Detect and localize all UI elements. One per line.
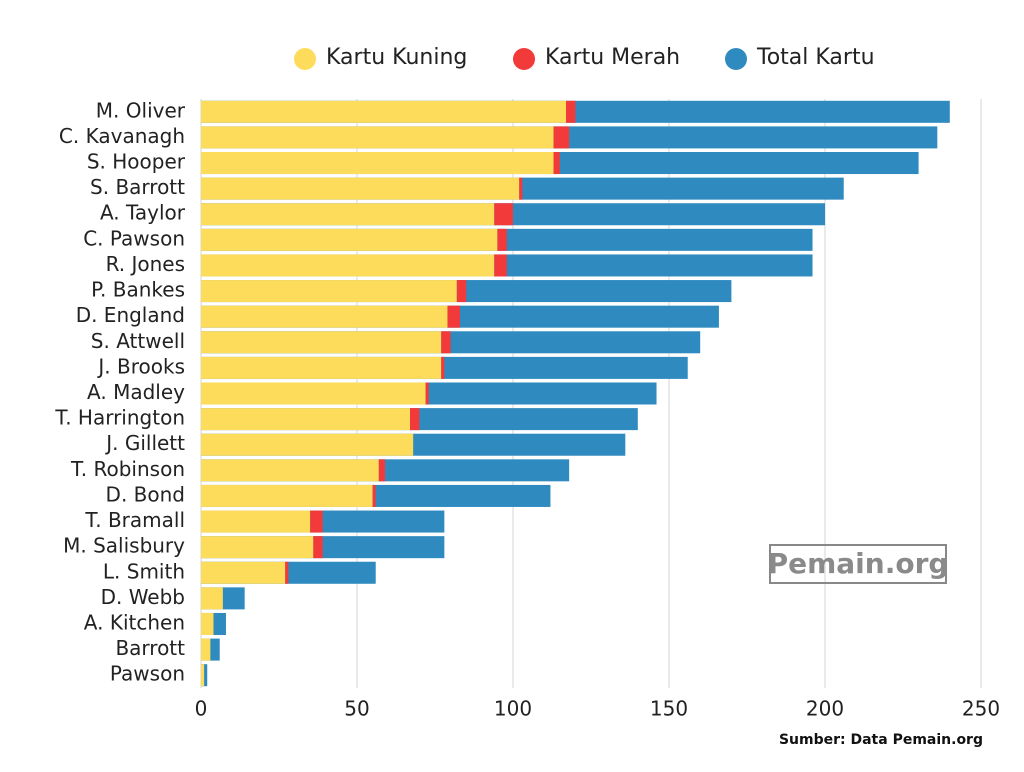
x-tick-label: 50 <box>344 697 369 721</box>
bar-yellow <box>201 561 286 584</box>
y-tick-label: M. Oliver <box>96 98 186 122</box>
y-tick-label: S. Barrott <box>90 175 185 199</box>
x-tick-label: 0 <box>195 697 208 721</box>
bar-red <box>378 459 386 482</box>
y-tick-label: R. Jones <box>106 252 185 276</box>
x-tick-label: 250 <box>962 697 1000 721</box>
bar-red <box>494 203 513 226</box>
bar-red <box>553 152 560 175</box>
y-tick-label: Barrott <box>115 636 185 660</box>
bar-yellow <box>201 664 205 687</box>
bar-red <box>285 561 289 584</box>
bar-red <box>425 382 429 405</box>
bar-yellow <box>201 612 214 635</box>
bar-yellow <box>201 459 379 482</box>
bar-yellow <box>201 331 442 354</box>
bar-red <box>410 408 420 431</box>
y-tick-label: A. Madley <box>87 380 185 404</box>
bar-yellow <box>201 203 495 226</box>
legend-label: Total Kartu <box>756 45 875 70</box>
bar-red <box>519 177 523 200</box>
bar-red <box>372 484 376 507</box>
bar-yellow <box>201 305 448 328</box>
legend-label: Kartu Kuning <box>326 45 467 70</box>
bar-red <box>553 126 570 149</box>
bar-yellow <box>201 152 554 175</box>
y-tick-label: J. Brooks <box>96 354 185 378</box>
bar-red <box>497 228 507 251</box>
bar-yellow <box>201 484 373 507</box>
y-tick-label: D. Webb <box>101 585 185 609</box>
legend-swatch <box>513 48 535 70</box>
y-tick-label: C. Kavanagh <box>59 124 185 148</box>
watermark: Pemain.org <box>768 547 949 580</box>
bar-yellow <box>201 228 498 251</box>
y-tick-label: D. Bond <box>106 482 185 506</box>
bar-yellow <box>201 433 414 456</box>
x-tick-label: 200 <box>806 697 844 721</box>
bar-yellow <box>201 536 314 559</box>
y-tick-label: A. Kitchen <box>84 610 185 634</box>
source: Sumber: Data Pemain.org <box>779 732 983 748</box>
bar-yellow <box>201 408 411 431</box>
bar-yellow <box>201 587 223 610</box>
x-tick-label: 150 <box>650 697 688 721</box>
bar-yellow <box>201 356 442 379</box>
bar-red <box>494 254 507 277</box>
bar-yellow <box>201 254 495 277</box>
bar-yellow <box>201 510 311 533</box>
y-tick-label: T. Harrington <box>54 406 185 430</box>
bar-yellow <box>201 382 426 405</box>
bar-red <box>456 280 467 303</box>
bar-yellow <box>201 280 457 303</box>
bar-red <box>310 510 323 533</box>
bar-yellow <box>201 100 567 123</box>
y-tick-label: Pawson <box>110 662 185 686</box>
bar-red <box>313 536 323 559</box>
bar-yellow <box>201 638 211 661</box>
y-tick-label: S. Hooper <box>87 150 186 174</box>
y-tick-label: C. Pawson <box>83 226 185 250</box>
legend-swatch <box>725 48 747 70</box>
labels: 0 50 100 150 200 250 Kartu Kuning Kartu Merah To… <box>54 45 1000 721</box>
bar-red <box>447 305 460 328</box>
watermark-box <box>769 544 947 584</box>
bar-yellow <box>201 177 520 200</box>
legend-label: Kartu Merah <box>545 45 680 70</box>
bar-red <box>441 356 445 379</box>
x-tick-label: 100 <box>494 697 532 721</box>
y-tick-label: A. Taylor <box>100 201 186 225</box>
y-tick-label: M. Salisbury <box>63 534 185 558</box>
y-tick-label: J. Gillett <box>104 431 185 455</box>
y-tick-label: P. Bankes <box>91 278 185 302</box>
y-tick-label: D. England <box>76 303 185 327</box>
y-tick-label: T. Robinson <box>70 457 185 481</box>
bars <box>201 100 950 687</box>
y-tick-label: S. Attwell <box>91 329 185 353</box>
bar-red <box>441 331 451 354</box>
bar-red <box>566 100 576 123</box>
bar-yellow <box>201 126 554 149</box>
legend-swatch <box>294 48 316 70</box>
y-tick-label: T. Bramall <box>84 508 185 532</box>
y-tick-label: L. Smith <box>103 559 185 583</box>
